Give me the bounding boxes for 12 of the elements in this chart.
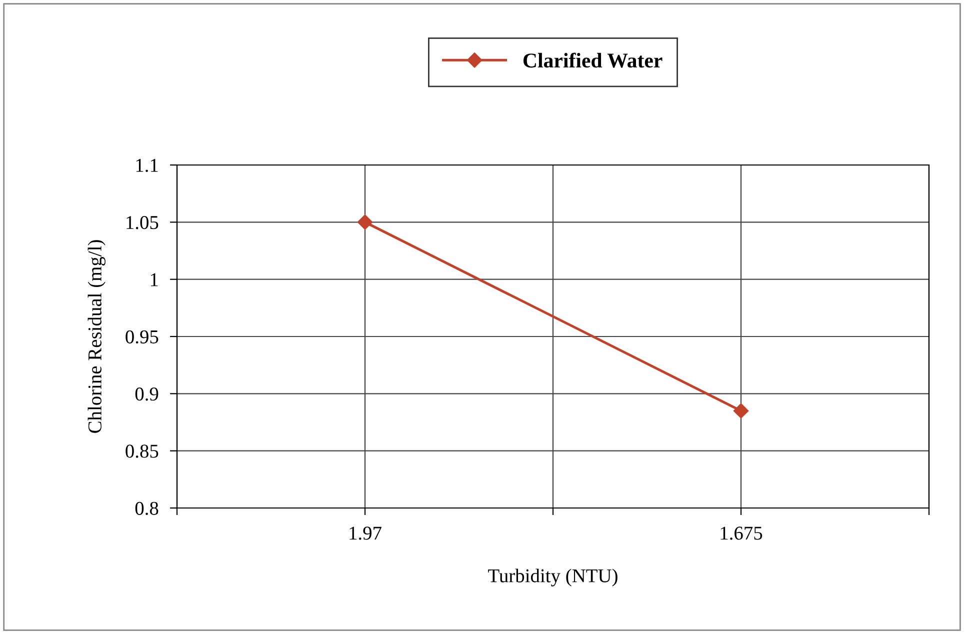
y-tick-label: 1 <box>150 273 158 286</box>
x-tick-label: 1.675 <box>720 526 762 540</box>
y-axis-title: Chlorine Residual (mg/l) <box>88 240 106 433</box>
legend-label: Clarified Water <box>523 52 662 68</box>
y-tick-label: 1.05 <box>126 216 158 230</box>
y-tick-label: 1.1 <box>136 158 158 172</box>
x-axis-title: Turbidity (NTU) <box>488 568 618 586</box>
y-tick-label: 0.85 <box>126 444 158 458</box>
x-tick-label: 1.97 <box>350 526 382 540</box>
y-tick-label: 0.95 <box>126 330 158 344</box>
y-tick-label: 0.8 <box>135 502 158 516</box>
y-tick-label: 0.9 <box>135 387 158 401</box>
